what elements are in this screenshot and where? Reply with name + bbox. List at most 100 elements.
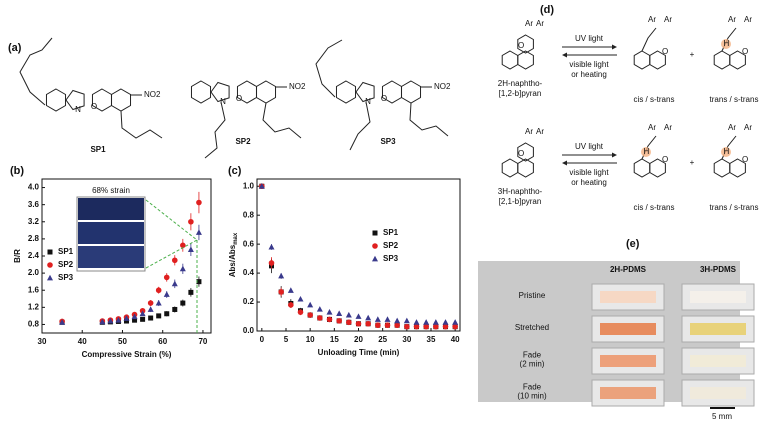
x-tick-label: 0 [260,335,265,344]
data-point [163,274,170,281]
panel-label: (c) [228,165,242,177]
data-point [155,287,162,294]
data-point [139,310,146,317]
data-point [147,306,154,312]
ring [729,158,746,178]
ring [65,89,85,111]
compound-name: SP3 [380,137,396,146]
data-point [297,295,304,302]
legend-marker [372,255,378,262]
row-label: (2 min) [520,360,545,369]
data-point [317,315,323,321]
y-axis-label-text: B/R [13,249,22,263]
compound-name: SP1 [90,145,106,154]
y-tick-label: 2.8 [28,234,40,243]
data-point [355,320,362,327]
atom: O [518,41,524,50]
plot-frame [256,178,461,332]
ring [45,88,67,112]
panel-label: (b) [10,165,24,177]
y-tick-label: 0.2 [243,297,255,306]
atom: O [742,47,748,56]
x-tick-label: 70 [198,337,207,346]
bond [409,102,449,137]
atom: NO2 [434,82,451,91]
condition: or heating [571,70,607,79]
y-tick-label: 0.6 [243,239,255,248]
data-point [258,183,265,189]
data-point [171,280,178,287]
product-label: trans / s-trans [710,95,759,104]
data-point [179,265,186,272]
ring [501,50,519,70]
x-tick-label: 10 [306,335,315,344]
data-point [384,322,391,329]
y-tick-label: 3.6 [28,200,40,209]
x-tick-label: 40 [451,335,460,344]
compound-name: [2,1-b]pyran [499,197,542,206]
x-tick-label: 50 [118,337,127,346]
legend-marker [372,243,378,249]
data-point [365,320,371,327]
column-header: 3H-PDMS [700,265,737,274]
row-label: Stretched [515,323,549,332]
data-point [278,289,284,295]
row-label: (10 min) [517,392,547,401]
arrow-head [562,160,567,166]
data-point [374,316,381,322]
legend-label: SP1 [58,247,74,256]
legend-label: SP3 [383,254,399,263]
atom: Ar [648,123,656,132]
data-point [287,287,294,293]
data-point [156,313,162,319]
panel-label: (a) [8,42,22,54]
data-point [131,313,138,320]
atom: N [365,97,371,106]
atom: O [91,102,97,111]
atom: N [220,97,226,106]
data-point [404,323,410,330]
legend-label: SP1 [383,228,399,237]
data-point [394,317,401,324]
legend-label: SP2 [58,260,74,269]
sample-strip [600,355,656,367]
ring [355,81,375,103]
ring [649,158,666,178]
data-point [394,322,400,329]
y-tick-label: 0.0 [243,326,255,335]
bond [315,39,343,98]
data-point [171,257,178,264]
data-point [268,243,275,250]
data-point [413,323,420,330]
y-tick-label: 1.6 [28,285,40,294]
data-point [375,322,381,329]
condition: visible light [569,60,609,69]
legend-marker [47,274,53,281]
atom: Ar [744,15,752,24]
atom: Ar [664,15,672,24]
sample-strip [690,291,746,303]
data-point [172,306,178,312]
legend-marker [372,230,378,236]
atom: NO2 [144,90,161,99]
atom: Ar [525,19,533,28]
data-point [99,318,106,325]
data-point [345,311,352,318]
ring [729,50,746,70]
data-point [187,246,194,252]
data-point [452,319,459,325]
sample-strip [600,387,656,399]
compound-name: 3H-naphtho- [498,187,543,196]
data-point [384,316,391,322]
data-point [297,309,304,315]
y-axis-label: B/R [13,249,22,263]
x-tick-label: 5 [284,335,289,344]
arrow-head [612,44,617,50]
data-point [196,199,202,206]
data-point [196,279,202,285]
data-point [355,313,362,319]
product-label: cis / s-trans [634,95,675,104]
product-label: trans / s-trans [710,203,759,212]
atom: O [742,155,748,164]
atom: O [381,94,387,103]
